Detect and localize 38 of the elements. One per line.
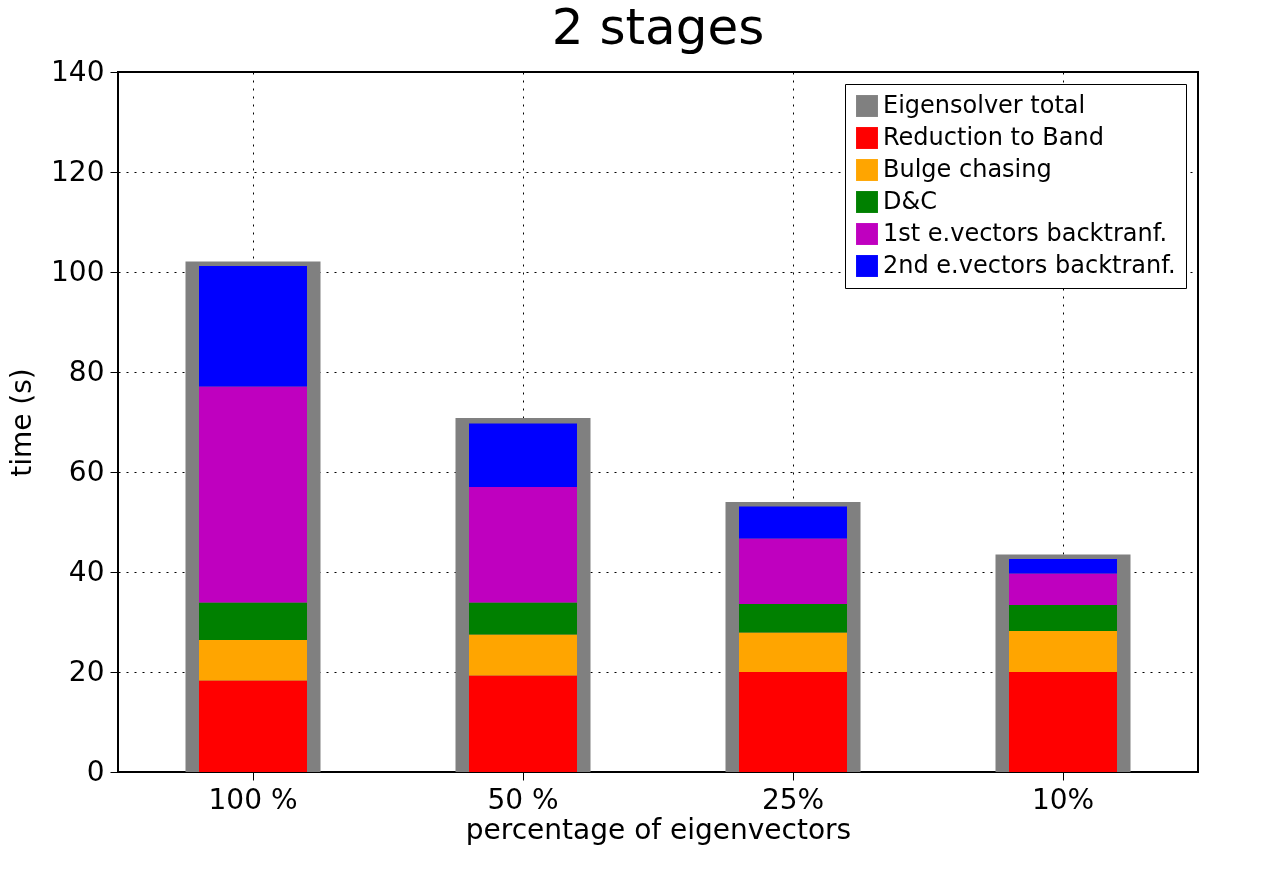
bar (469, 487, 577, 603)
bar (199, 680, 307, 772)
legend-label: D&C (883, 187, 937, 215)
bar (199, 386, 307, 603)
y-tick-label: 100 (51, 254, 105, 288)
y-tick-label: 0 (86, 754, 105, 788)
bar (739, 538, 847, 604)
bar (199, 602, 307, 640)
y-tick-label: 40 (68, 554, 105, 588)
chart-title: 2 stages (551, 0, 765, 56)
bar (1009, 605, 1117, 631)
bar (739, 672, 847, 772)
bar (469, 602, 577, 635)
bar (469, 634, 577, 676)
bar (1009, 631, 1117, 672)
bar (199, 640, 307, 681)
bar (199, 266, 307, 387)
y-tick-label: 140 (51, 54, 105, 88)
bar (739, 632, 847, 672)
legend-label: Reduction to Band (883, 123, 1104, 151)
x-tick-label: 10% (1031, 782, 1095, 816)
bar (739, 506, 847, 539)
bar (469, 675, 577, 772)
y-tick-label: 120 (51, 154, 105, 188)
bar (1009, 573, 1117, 605)
legend-label: 1st e.vectors backtranf. (883, 219, 1168, 247)
y-tick-label: 80 (68, 354, 105, 388)
bar (1009, 672, 1117, 772)
bar (739, 604, 847, 633)
legend-label: Eigensolver total (883, 91, 1086, 119)
y-axis-title: time (s) (5, 368, 39, 477)
bar (469, 423, 577, 487)
bar (1009, 559, 1117, 574)
legend-label: 2nd e.vectors backtranf. (883, 251, 1176, 279)
y-tick-label: 20 (68, 654, 105, 688)
x-tick-label: 100 % (208, 782, 298, 816)
y-tick-label: 60 (68, 454, 105, 488)
legend-label: Bulge chasing (883, 155, 1052, 183)
